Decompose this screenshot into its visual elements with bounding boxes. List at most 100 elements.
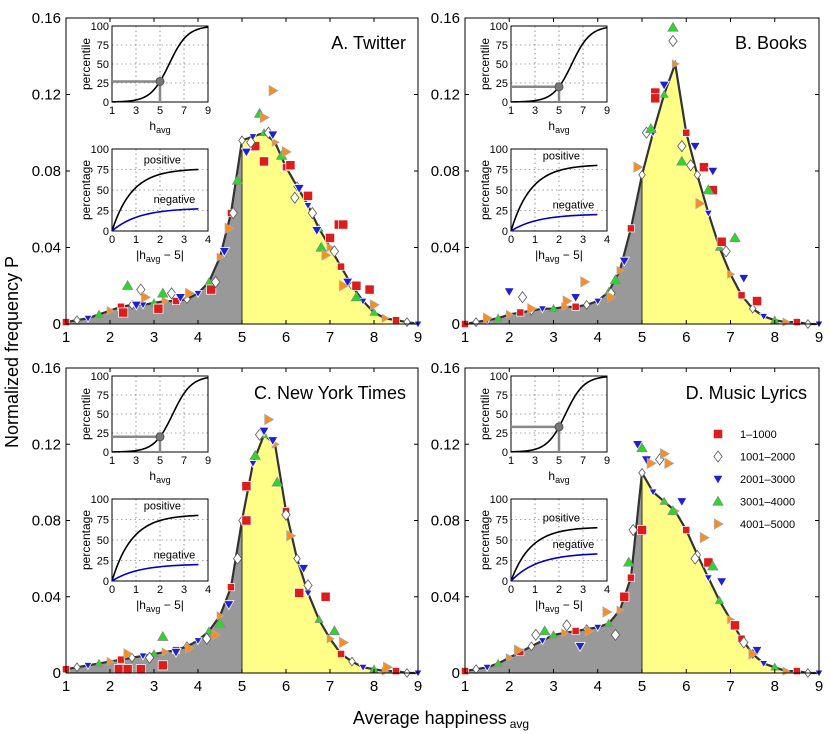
- data-point: [483, 312, 493, 325]
- x-tick-label: 3: [150, 329, 158, 346]
- x-tick-label: 3: [549, 678, 557, 695]
- data-point: [364, 284, 375, 295]
- inset-x-tick-label: 3: [133, 105, 139, 117]
- curve-point: [472, 664, 480, 675]
- inset-y-tick-label: 50: [496, 185, 508, 197]
- curve-point: [204, 626, 214, 635]
- data-point: [311, 226, 323, 237]
- inset-x-tick-label: 1: [109, 105, 115, 117]
- inset-y-label: percentage: [79, 510, 93, 570]
- data-point: [224, 222, 235, 235]
- y-tick-label: 0.04: [32, 240, 61, 257]
- y-tick-label: 0: [53, 316, 61, 333]
- inset-y-tick-label: 0: [103, 576, 109, 588]
- inset-x-label-sub: avg: [555, 125, 570, 135]
- data-point: [707, 560, 719, 571]
- inset-y-tick-label: 50: [496, 409, 508, 421]
- panel-title: D. Music Lyrics: [686, 383, 807, 403]
- inset-y-tick-label: 25: [496, 428, 508, 440]
- data-point: [667, 21, 679, 32]
- y-tick-label: 0.04: [32, 589, 61, 606]
- y-tick-label: 0.04: [431, 240, 460, 257]
- data-point: [320, 591, 331, 602]
- inset-y-tick-label: 100: [490, 144, 508, 156]
- area-above-neutral: [642, 63, 819, 325]
- curve-point: [616, 605, 625, 615]
- curve-point: [548, 303, 559, 312]
- curve-point: [392, 667, 400, 676]
- y-tick-label: 0.12: [32, 87, 61, 104]
- data-point: [609, 274, 622, 285]
- positive-curve: [111, 168, 199, 232]
- inset-x-tick-label: 0: [109, 584, 115, 596]
- inset-x-tick-label: 4: [205, 584, 211, 596]
- x-tick-label: 9: [815, 329, 823, 346]
- inset-x-label-sub: avg: [545, 604, 560, 614]
- inset-x-label-main: |h: [535, 598, 545, 612]
- inset-x-tick-label: 2: [157, 234, 163, 246]
- data-point: [645, 123, 657, 134]
- data-point: [329, 245, 340, 258]
- legend-label: 2001–3000: [740, 474, 795, 486]
- y-tick-label: 0.16: [32, 360, 61, 377]
- data-point: [228, 206, 238, 220]
- inset-x-tick-label: 4: [205, 234, 211, 246]
- inset-y-tick-label: 75: [97, 390, 109, 402]
- negative-label: negative: [553, 200, 595, 212]
- inset-x-tick-label: 2: [556, 584, 562, 596]
- x-tick-label: 7: [726, 329, 734, 346]
- inset-x-label-main: |h: [136, 598, 146, 612]
- curve-point: [138, 652, 148, 661]
- inset-x-tick-label: 3: [580, 234, 586, 246]
- inset-y-tick-label: 75: [97, 40, 109, 52]
- area-below-neutral: [465, 174, 642, 324]
- data-point: [351, 280, 362, 291]
- legend-marker: [712, 495, 724, 506]
- inset-y-tick-label: 100: [490, 21, 508, 33]
- data-point: [166, 287, 177, 300]
- curve-point: [303, 202, 313, 211]
- inset-y-tick-label: 50: [97, 535, 109, 547]
- data-point: [206, 284, 217, 295]
- x-tick-label: 1: [461, 329, 469, 346]
- curve-point: [314, 614, 324, 623]
- area-below-neutral: [465, 472, 642, 673]
- x-tick-label: 7: [326, 329, 334, 346]
- inset-y-tick-label: 100: [91, 21, 109, 33]
- data-point: [223, 600, 235, 611]
- inset-x-tick-label: 4: [604, 234, 610, 246]
- positive-label: positive: [144, 500, 181, 512]
- inset-x-tick-label: 9: [205, 105, 211, 117]
- data-point: [157, 630, 169, 641]
- curve-point: [337, 262, 345, 271]
- inset-y-tick-label: 75: [496, 515, 508, 527]
- inset-x-tick-label: 9: [604, 105, 610, 117]
- legend-marker: [713, 429, 723, 439]
- inset-y-tick-label: 0: [103, 447, 109, 459]
- x-tick-label: 5: [238, 678, 246, 695]
- inset-y-tick-label: 50: [97, 185, 109, 197]
- curve-point: [227, 583, 235, 592]
- y-tick-label: 0.12: [431, 436, 460, 453]
- inset-percentage: positive negative 0 1 2 3 4 0 25 50 75 100 percentag…: [478, 144, 610, 264]
- curve-point: [714, 242, 725, 251]
- data-point: [699, 531, 710, 544]
- inset-y-tick-label: 0: [502, 97, 508, 109]
- curve-point: [326, 634, 335, 644]
- data-point: [650, 93, 661, 104]
- inset-y-tick-label: 0: [103, 226, 109, 238]
- inset-x-tick-label: 0: [109, 234, 115, 246]
- data-point: [602, 606, 613, 618]
- curve-point: [648, 488, 658, 497]
- inset-x-label: |havg − 5|: [535, 598, 583, 614]
- x-axis-label: Average happiness avg: [353, 708, 529, 731]
- positive-curve: [510, 164, 598, 232]
- x-tick-label: 4: [594, 678, 602, 695]
- area-below-neutral: [66, 140, 242, 324]
- inset-y-tick-label: 25: [496, 206, 508, 218]
- data-point: [271, 476, 283, 487]
- x-tick-label: 3: [549, 329, 557, 346]
- curve-point: [682, 128, 691, 137]
- curve-point: [248, 460, 258, 469]
- data-point: [618, 256, 631, 267]
